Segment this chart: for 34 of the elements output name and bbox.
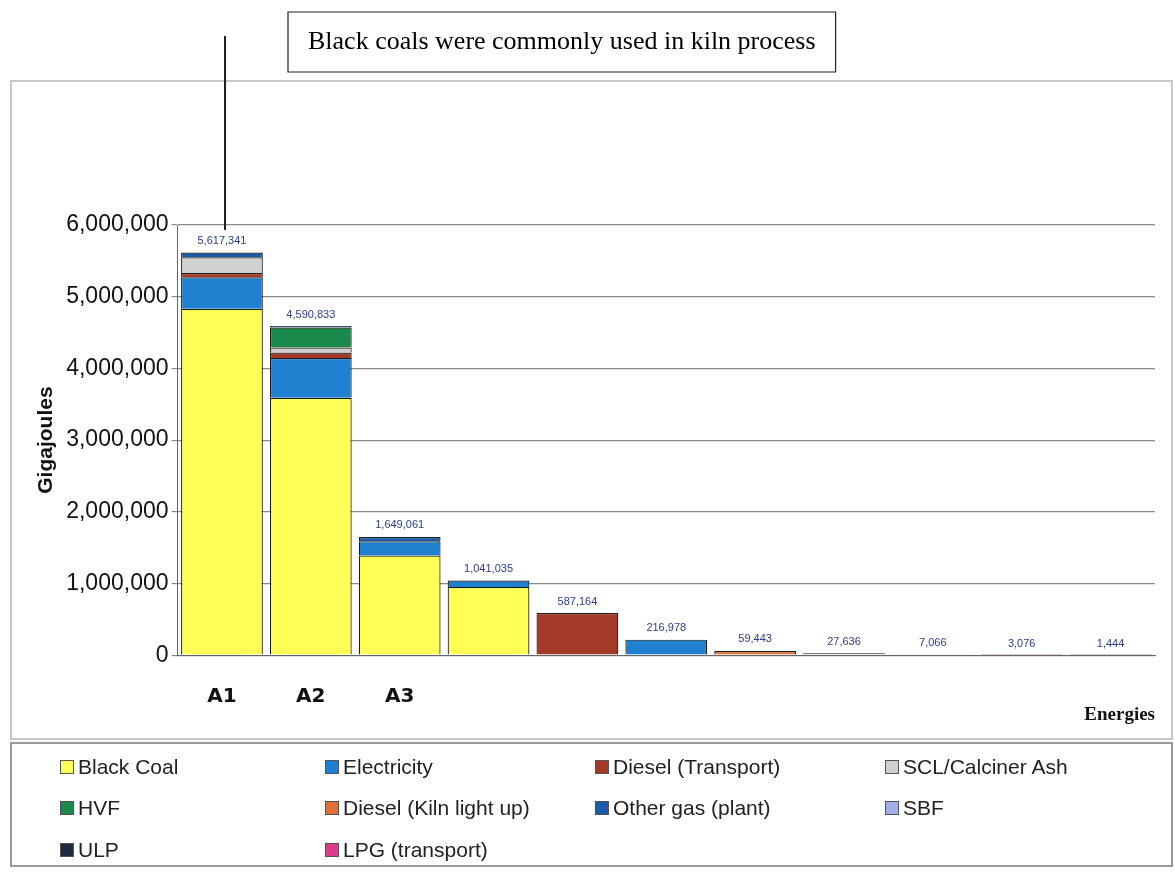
y-tick-label: 4,000,000 (66, 353, 169, 380)
legend-label: Diesel (Kiln light up) (343, 796, 530, 821)
y-tick-label: 1,000,000 (66, 568, 169, 595)
total-label: 7,066 (919, 636, 947, 649)
total-label: 216,978 (646, 621, 687, 634)
x-tick-label: A1 (207, 683, 237, 708)
y-tick-label: 0 (155, 640, 169, 667)
total-label: 3,076 (1007, 636, 1036, 649)
x-axis-title: Energies (1084, 702, 1155, 724)
y-tick-label: 2,000,000 (66, 497, 169, 524)
total-label: 1,649,061 (375, 518, 425, 531)
legend-label: SBF (903, 796, 944, 821)
text: Black coals were commonly used in kiln process (307, 25, 816, 55)
legend-label: LPG (transport) (343, 838, 488, 863)
total-label: 1,444 (1096, 636, 1125, 649)
legend-label: ULP (78, 838, 119, 863)
legend-label: SCL/Calciner Ash (903, 754, 1068, 779)
total-label: 4,590,833 (286, 307, 336, 320)
legend-label: Electricity (343, 754, 433, 779)
y-tick-label: 3,000,000 (66, 425, 169, 452)
total-label: 59,443 (738, 632, 772, 645)
x-tick-label: A2 (296, 683, 326, 708)
x-tick-label: A3 (384, 683, 415, 708)
total-label: 27,636 (827, 634, 861, 647)
y-tick-label: 6,000,000 (66, 210, 169, 237)
legend-label: Diesel (Transport) (613, 754, 781, 779)
y-tick-label: 5,000,000 (66, 282, 169, 309)
legend-label: Other gas (plant) (613, 796, 771, 821)
total-label: 5,617,341 (197, 233, 247, 246)
y-axis-title: Gigajoules (33, 386, 57, 494)
total-label: 587,164 (557, 594, 598, 607)
total-label: 1,041,035 (464, 562, 514, 575)
legend-label: HVF (78, 796, 120, 821)
legend-label: Black Coal (78, 754, 179, 779)
